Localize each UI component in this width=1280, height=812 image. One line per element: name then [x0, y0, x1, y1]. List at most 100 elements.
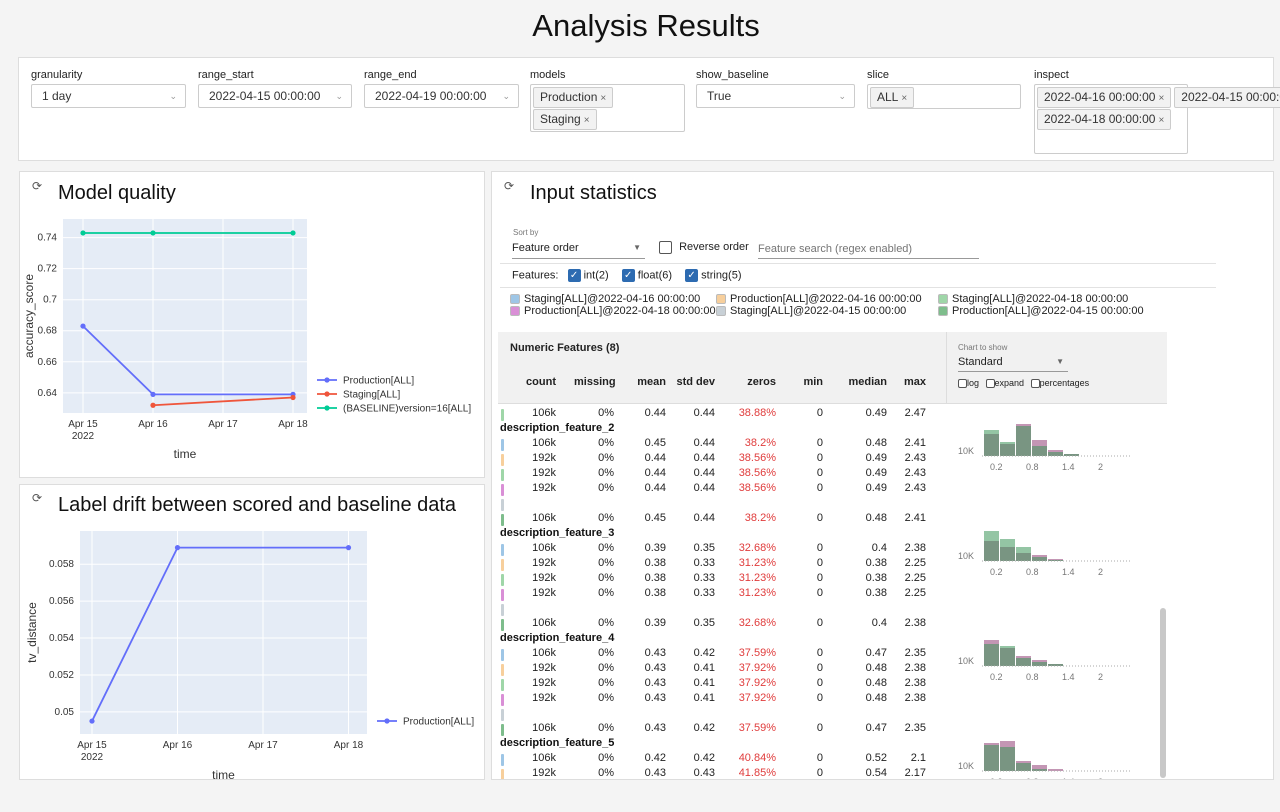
inspect-tag[interactable]: 2022-04-18 00:00:00 × — [1037, 109, 1172, 130]
cell-min: 0 — [816, 662, 823, 674]
reverse-order-toggle[interactable]: Reverse order — [659, 241, 749, 254]
cell-max: 2.25 — [904, 557, 926, 569]
legend-swatch — [716, 294, 726, 305]
cell-count: 192k — [532, 662, 556, 674]
histogram-y-label: 10K — [958, 446, 974, 456]
column-header-max[interactable]: max — [903, 376, 926, 388]
checkbox-icon[interactable] — [958, 379, 967, 389]
cell-zeros: 31.23% — [738, 557, 776, 569]
cell-count: 192k — [532, 452, 556, 464]
feature-name[interactable]: description_feature_3 — [500, 527, 615, 539]
cell-min: 0 — [816, 587, 823, 599]
close-icon[interactable]: × — [583, 115, 590, 126]
checkbox-icon[interactable] — [1030, 379, 1040, 389]
legend-item[interactable]: Production[ALL]@2022-04-16 00:00:00 — [716, 293, 922, 305]
models-multiselect[interactable]: Production × Staging × — [530, 84, 685, 132]
legend-label: Production[ALL] — [343, 376, 414, 387]
chart-to-show-select[interactable]: Standard ▼ — [958, 354, 1068, 372]
inspect-tag[interactable]: 2022-04-15 00:00:00× — [1174, 87, 1280, 108]
cell-min: 0 — [816, 407, 823, 419]
column-header-std-dev[interactable]: std dev — [676, 376, 715, 388]
refresh-icon[interactable]: ⟳ — [504, 179, 515, 193]
model-tag[interactable]: Production × — [533, 87, 614, 108]
controls-panel: granularity 1 day ⌄ range_start 2022-04-1… — [18, 57, 1280, 161]
column-header-count[interactable]: count — [526, 376, 556, 388]
column-header-min[interactable]: min — [803, 376, 823, 388]
inspect-tag[interactable]: 2022-04-16 00:00:00 × — [1037, 87, 1172, 108]
histogram-bar — [1016, 763, 1031, 771]
plot-area — [80, 531, 367, 734]
legend-swatch — [510, 294, 520, 305]
cell-std-dev: 0.44 — [693, 452, 715, 464]
feature-name[interactable]: description_feature_4 — [500, 632, 615, 644]
check-icon[interactable]: ✓ — [567, 269, 581, 282]
feature-name[interactable]: description_feature_2 — [500, 422, 615, 434]
range-end-select[interactable]: 2022-04-19 00:00:00 ⌄ — [364, 84, 519, 108]
cell-median: 0.49 — [865, 407, 887, 419]
column-header-zeros[interactable]: zeros — [747, 376, 776, 388]
model-tag[interactable]: Staging × — [533, 109, 597, 130]
column-header-median[interactable]: median — [848, 376, 887, 388]
chart-to-show-label: Chart to show — [958, 343, 1008, 352]
show-baseline-label: show_baseline — [696, 69, 769, 81]
histogram-tick: 0.2 — [990, 777, 1003, 780]
histogram-bar — [1048, 452, 1063, 456]
histogram-tick: 0.8 — [1026, 777, 1039, 780]
cell-count: 192k — [532, 557, 556, 569]
table-row: 192k 0% 0.43 0.41 37.92% 0 0.48 2.38 — [498, 662, 938, 677]
inspect-label: inspect — [1034, 69, 1069, 81]
cell-median: 0.48 — [865, 677, 887, 689]
show-baseline-select[interactable]: True ⌄ — [696, 84, 855, 108]
check-icon[interactable]: ✓ — [685, 269, 699, 282]
granularity-select[interactable]: 1 day ⌄ — [31, 84, 186, 108]
x-tick-year: 2022 — [72, 431, 95, 442]
legend-label: Production[ALL] — [403, 717, 474, 728]
close-icon[interactable]: × — [600, 93, 607, 104]
legend-item[interactable]: Staging[ALL]@2022-04-15 00:00:00 — [716, 305, 906, 317]
cell-std-dev: 0.44 — [693, 467, 715, 479]
scrollbar[interactable] — [1160, 608, 1166, 778]
cell-missing: 0% — [598, 587, 614, 599]
checkbox-icon[interactable] — [985, 379, 995, 389]
cell-std-dev: 0.42 — [693, 722, 715, 734]
range-start-select[interactable]: 2022-04-15 00:00:00 ⌄ — [198, 84, 352, 108]
cell-count: 192k — [532, 467, 556, 479]
checkbox-icon[interactable] — [659, 241, 672, 254]
close-icon[interactable]: × — [1158, 115, 1165, 126]
legend-item[interactable]: Production[ALL]@2022-04-15 00:00:00 — [938, 305, 1144, 317]
close-icon[interactable]: × — [1158, 93, 1165, 104]
data-point — [80, 323, 86, 329]
inspect-multiselect[interactable]: 2022-04-16 00:00:00 × 2022-04-18 00:00:00… — [1034, 84, 1280, 154]
cell-std-dev: 0.35 — [693, 542, 715, 554]
cell-min: 0 — [816, 557, 823, 569]
cell-min: 0 — [816, 482, 823, 494]
legend-item[interactable]: Production[ALL]@2022-04-18 00:00:00 — [510, 305, 716, 317]
range-start-label: range_start — [198, 69, 254, 81]
table-row: 192k 0% 0.43 0.41 37.92% 0 0.48 2.38 — [498, 677, 938, 692]
feature-name[interactable]: description_feature_5 — [500, 737, 615, 749]
close-icon[interactable]: × — [901, 93, 908, 104]
slice-label: slice — [867, 69, 890, 81]
cell-min: 0 — [816, 467, 823, 479]
refresh-icon[interactable]: ⟳ — [32, 179, 43, 193]
y-tick-label: 0.058 — [49, 559, 74, 570]
dataset-color-bar — [501, 439, 504, 451]
legend-item[interactable]: Staging[ALL]@2022-04-16 00:00:00 — [510, 293, 700, 305]
refresh-icon[interactable]: ⟳ — [32, 491, 43, 505]
feature-search-input[interactable] — [758, 239, 979, 259]
cell-median: 0.47 — [865, 647, 887, 659]
cell-mean: 0.42 — [644, 752, 666, 764]
column-header-missing[interactable]: missing — [574, 376, 616, 388]
granularity-control: granularity 1 day ⌄ — [31, 69, 186, 108]
slice-multiselect[interactable]: ALL × — [867, 84, 1021, 109]
cell-mean: 0.45 — [644, 512, 666, 524]
sort-by-select[interactable]: Feature order ▼ — [512, 239, 645, 259]
slice-tag[interactable]: ALL × — [870, 87, 915, 108]
legend-item[interactable]: Staging[ALL]@2022-04-18 00:00:00 — [938, 293, 1128, 305]
dataset-color-bar — [501, 544, 504, 556]
column-header-mean[interactable]: mean — [637, 376, 666, 388]
check-icon[interactable]: ✓ — [621, 269, 635, 282]
cell-min: 0 — [816, 752, 823, 764]
cell-zeros: 40.84% — [738, 752, 776, 764]
tag-label: Staging — [540, 112, 581, 126]
